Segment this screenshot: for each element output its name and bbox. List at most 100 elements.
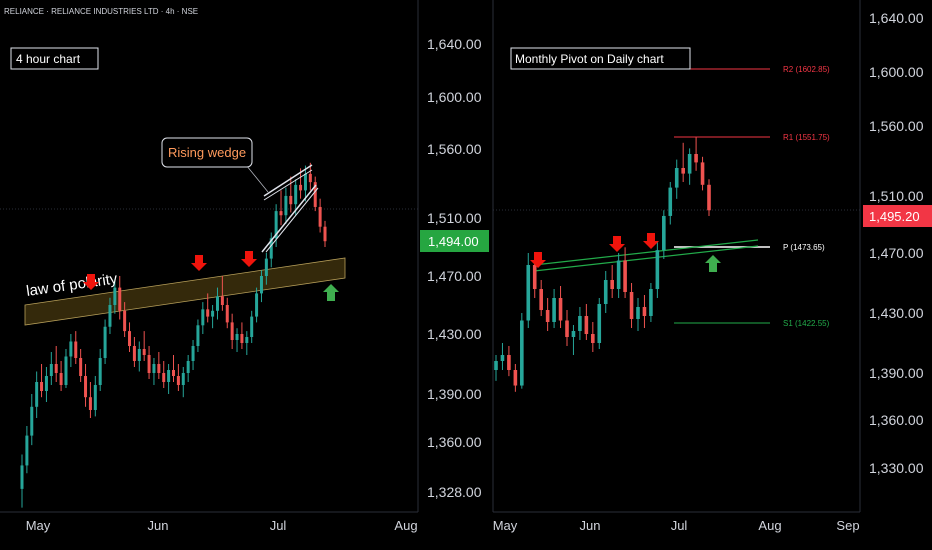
y-tick-label: 1,560.00	[869, 118, 924, 134]
right-chart-panel[interactable]: R2 (1602.85) R1 (1551.75) P (1473.65) S1 (1…	[492, 0, 932, 533]
candle	[255, 287, 259, 323]
candle	[128, 322, 132, 352]
candle	[707, 179, 711, 216]
candle	[20, 454, 24, 508]
candle	[157, 352, 161, 379]
y-tick-label: 1,360.00	[427, 434, 482, 450]
candle	[494, 355, 498, 381]
candle	[259, 270, 263, 303]
x-tick-label: Jul	[671, 518, 688, 533]
candle	[687, 148, 692, 185]
candle	[513, 364, 518, 392]
y-tick-label: 1,470.00	[869, 245, 924, 261]
y-tick-label: 1,510.00	[869, 188, 924, 204]
channel-upper-line	[533, 239, 759, 266]
arrow-down-icon	[191, 255, 207, 271]
wedge-label: Rising wedge	[168, 145, 246, 160]
candle	[571, 325, 576, 355]
y-tick-label: 1,640.00	[869, 10, 924, 26]
candle	[318, 198, 322, 233]
candle	[211, 305, 215, 329]
candle	[172, 355, 175, 382]
candle	[162, 361, 166, 388]
left-chart-panel[interactable]: RELIANCE · RELIANCE INDUSTRIES LTD · 4h …	[0, 0, 489, 533]
candle	[201, 302, 205, 334]
candle	[30, 394, 34, 446]
last-price-label: 1,494.00	[428, 234, 479, 249]
candle	[64, 349, 68, 388]
candle	[49, 352, 53, 385]
candle	[44, 367, 48, 402]
candle	[191, 340, 195, 370]
chart-header-title: RELIANCE · RELIANCE INDUSTRIES LTD · 4h …	[4, 7, 198, 16]
candle	[584, 304, 589, 340]
left-chart-title: 4 hour chart	[16, 52, 81, 66]
candle	[25, 426, 29, 474]
left-title-box	[10, 47, 99, 70]
arrow-down-icon	[241, 251, 257, 267]
candle	[142, 331, 146, 361]
x-tick-label: Sep	[836, 518, 859, 533]
candle	[132, 337, 136, 367]
candle	[591, 322, 595, 352]
candle	[649, 283, 653, 322]
candle	[108, 297, 112, 334]
candle	[308, 162, 312, 191]
candle	[636, 298, 640, 331]
right-chart-title: Monthly Pivot on Daily chart	[515, 52, 664, 66]
candle	[674, 159, 679, 199]
candle	[103, 319, 107, 364]
last-price-badge	[420, 230, 489, 252]
candle	[215, 287, 219, 320]
candle	[539, 280, 543, 316]
candle	[323, 220, 327, 247]
candle	[603, 271, 608, 313]
pivot-label: R2 (1602.85)	[783, 65, 830, 74]
candle	[235, 328, 239, 352]
candle	[269, 232, 273, 268]
y-tick-label: 1,390.00	[427, 386, 482, 402]
candle	[616, 253, 621, 298]
channel-lower-line	[533, 245, 759, 272]
arrow-down-icon	[83, 274, 99, 290]
candle	[123, 302, 127, 337]
y-tick-label: 1,430.00	[427, 326, 482, 342]
right-candles	[494, 137, 711, 392]
last-price-label-right: 1,495.20	[869, 209, 920, 224]
wedge-upper-line-2	[263, 169, 313, 201]
candle	[313, 176, 317, 212]
candle	[176, 364, 180, 391]
candle	[113, 278, 117, 314]
x-tick-label: Aug	[758, 518, 781, 533]
candle	[196, 319, 200, 352]
candle	[299, 168, 303, 199]
left-y-axis: 1,640.00 1,600.00 1,560.00 1,510.00 1,470.00…	[427, 36, 482, 500]
candle	[245, 331, 249, 355]
arrow-up-icon	[705, 255, 721, 272]
candle	[54, 346, 58, 382]
arrow-down-icon	[609, 236, 625, 252]
candle	[240, 322, 244, 349]
candle	[642, 295, 647, 328]
candle	[507, 346, 511, 377]
candle	[629, 283, 634, 328]
candle	[520, 313, 524, 389]
wedge-lower-line	[261, 184, 317, 253]
candle	[668, 182, 673, 225]
right-x-axis: May Jun Jul Aug Sep	[493, 518, 860, 533]
candle	[597, 298, 602, 349]
y-tick-label: 1,600.00	[869, 64, 924, 80]
candle	[152, 358, 156, 385]
candle	[250, 310, 254, 343]
candle	[35, 371, 39, 418]
candle	[610, 265, 614, 298]
candle	[118, 276, 122, 320]
candle	[552, 289, 556, 328]
candle	[181, 367, 185, 398]
y-tick-label: 1,470.00	[427, 268, 482, 284]
candle	[88, 382, 92, 418]
candle	[578, 307, 582, 340]
candle	[558, 286, 563, 328]
wedge-upper-line	[263, 164, 313, 197]
